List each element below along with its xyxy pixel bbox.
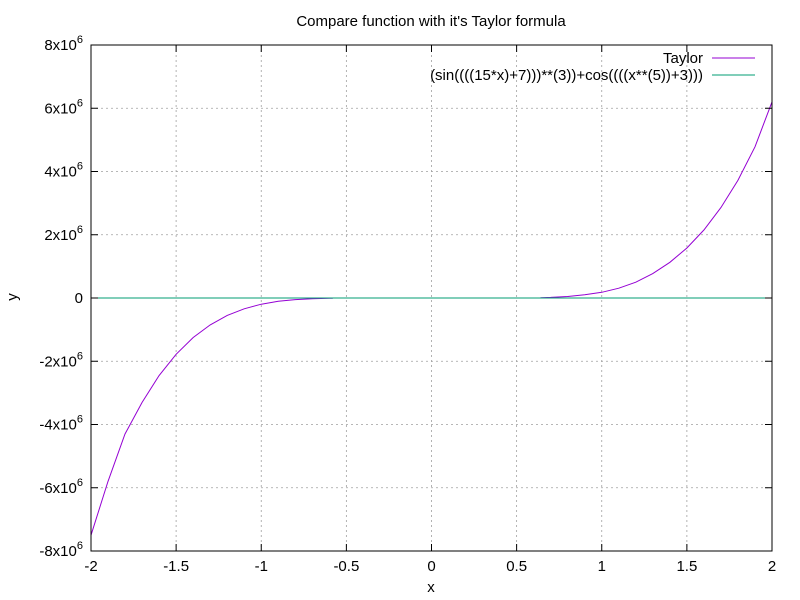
legend-label-1: Taylor <box>663 50 703 67</box>
x-tick-label: 2 <box>768 558 776 575</box>
y-tick-label: 2x106 <box>44 224 83 244</box>
x-tick-label: -1 <box>255 558 268 575</box>
legend-label-2: (sin((((15*x)+7)))**(3))+cos((((x**(5))+… <box>430 67 703 84</box>
y-tick-label: 4x106 <box>44 161 83 181</box>
x-tick-label: 0.5 <box>506 558 527 575</box>
series-line-1 <box>540 101 773 299</box>
tick-marks <box>90 44 773 552</box>
y-tick-label: 6x106 <box>44 97 83 117</box>
chart-title: Compare function with it's Taylor formul… <box>296 13 566 30</box>
series-lines <box>90 101 773 536</box>
x-axis-label: x <box>427 579 435 596</box>
x-tick-label: 1 <box>598 558 606 575</box>
x-tick-label: -0.5 <box>333 558 359 575</box>
x-tick-label: -1.5 <box>163 558 189 575</box>
series-line-1 <box>90 297 333 536</box>
y-tick-label: -4x106 <box>39 414 83 434</box>
grid-lines <box>91 45 772 551</box>
y-tick-label: -2x106 <box>39 350 83 370</box>
x-tick-label: -2 <box>84 558 97 575</box>
y-tick-label: -6x106 <box>39 477 83 497</box>
x-tick-label: 0 <box>427 558 435 575</box>
y-tick-label: 8x106 <box>44 34 83 54</box>
y-tick-label: -8x106 <box>39 540 83 560</box>
y-tick-label: 0 <box>75 290 83 307</box>
y-axis-label: y <box>4 293 21 301</box>
y-tick-labels: 8x106 6x106 4x106 2x106 0 -2x106 -4x106 -6x106 -… <box>39 34 83 560</box>
legend: Taylor(sin((((15*x)+7)))**(3))+cos((((x*… <box>430 50 755 84</box>
x-tick-label: 1.5 <box>676 558 697 575</box>
x-tick-labels: -2 -1.5 -1 -0.5 0 0.5 1 1.5 2 <box>84 558 776 575</box>
